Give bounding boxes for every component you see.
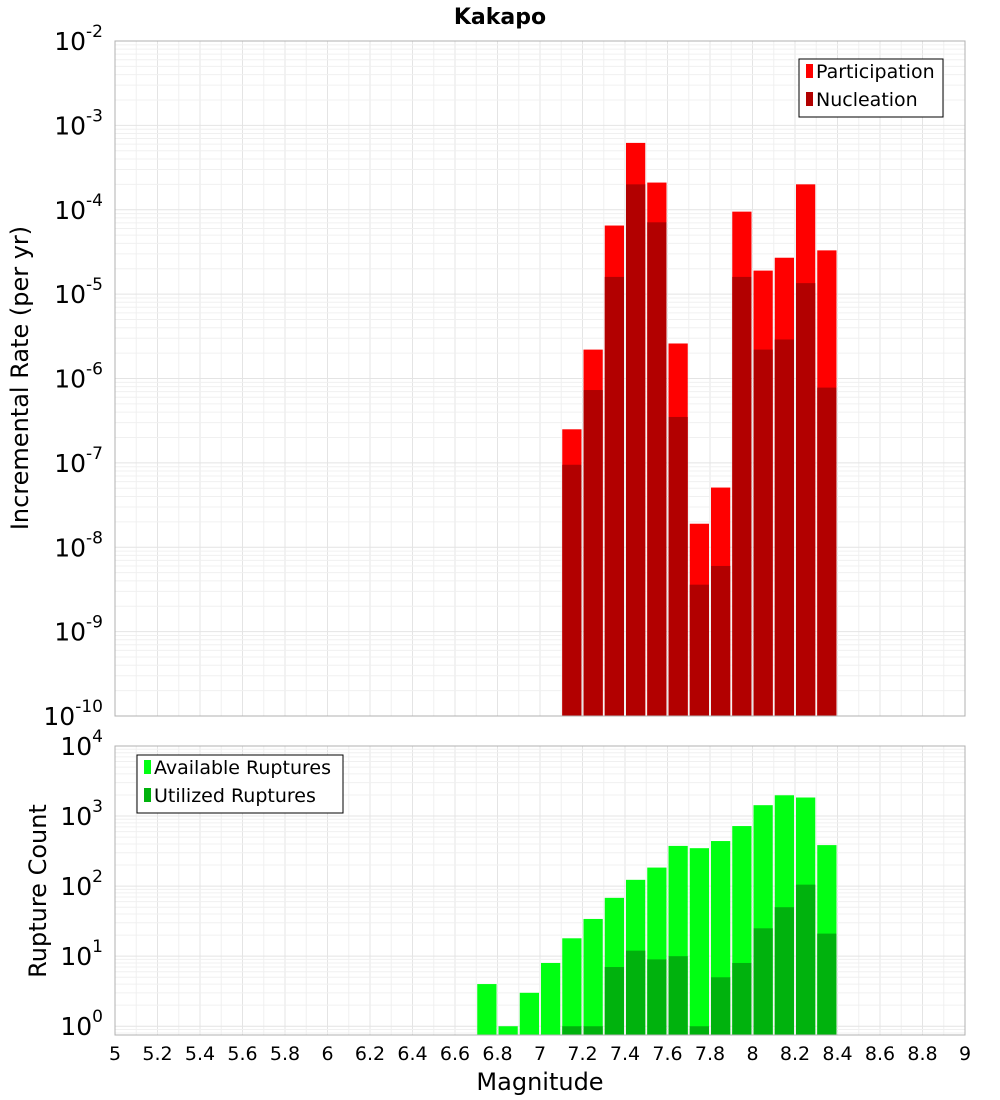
top-bar-nucleation [583,390,603,716]
top-legend-swatch [806,92,813,106]
top-bar-nucleation [753,349,773,716]
bottom-bar-utilized-ruptures [604,967,624,1035]
bottom-bar-utilized-ruptures [562,1026,582,1035]
x-axis-ticks: 5 5.2 5.4 5.6 5.8 6 6.2 6.4 6.6 6.8 7 7.2 7.4 7.6 7.8 8… [109,1043,971,1065]
x-tick-label: 7.8 [695,1043,725,1065]
top-y-tick-label: 10-10 [43,697,103,731]
x-tick-label: 7.6 [652,1043,682,1065]
top-y-tick-label: 10-8 [54,528,103,562]
top-bar-nucleation [796,283,816,716]
bottom-legend-swatch [144,788,151,802]
bottom-bar-available-ruptures [689,848,709,1035]
top-bar-nucleation [604,276,624,716]
x-tick-label: 6.2 [355,1043,385,1065]
top-y-tick-label: 10-2 [54,22,103,56]
top-bar-nucleation [711,565,731,716]
x-tick-label: 7.4 [610,1043,640,1065]
bottom-bar-utilized-ruptures [774,907,794,1035]
bottom-y-tick-label: 102 [60,867,103,901]
top-plot-grid [114,40,966,717]
bottom-bar-available-ruptures [562,938,582,1035]
x-axis-label: Magnitude [476,1068,603,1096]
top-y-tick-label: 10-4 [54,191,103,225]
top-legend-swatch [806,64,813,78]
x-tick-label: 8 [746,1043,758,1065]
top-legend-box [798,58,944,118]
x-tick-label: 8.6 [865,1043,895,1065]
bottom-bar-utilized-ruptures [689,1026,709,1035]
bottom-bar-available-ruptures [477,984,497,1035]
top-y-tick-label: 10-5 [54,275,103,309]
bottom-bar-utilized-ruptures [647,959,667,1035]
x-tick-label: 5.2 [142,1043,172,1065]
bottom-legend: Available Ruptures Utilized Ruptures [136,754,344,814]
bottom-bar-available-ruptures [541,962,561,1035]
bottom-y-tick-label: 101 [60,937,103,971]
x-tick-label: 5.6 [227,1043,257,1065]
bottom-y-tick-label: 100 [60,1007,103,1041]
bottom-legend-label: Available Ruptures [154,757,331,779]
top-plot-bars [562,142,837,717]
x-tick-label: 6.8 [482,1043,512,1065]
bottom-bar-utilized-ruptures [583,1026,603,1035]
top-legend-label: Nucleation [816,89,918,111]
top-plot-frame [114,40,966,717]
chart-title: Kakapo [454,5,546,30]
bottom-bar-utilized-ruptures [626,950,646,1035]
top-bar-nucleation [647,222,667,716]
top-y-tick-label: 10-6 [54,360,103,394]
top-bar-nucleation [689,584,709,716]
x-tick-label: 7.2 [567,1043,597,1065]
bottom-bar-available-ruptures [519,992,539,1035]
bottom-bar-available-ruptures [498,1026,518,1035]
x-tick-label: 5.8 [270,1043,300,1065]
bottom-y-axis-ticks: 100 101 102 103 104 [60,727,103,1041]
top-bar-nucleation [817,387,837,716]
top-y-axis-ticks: 10-10 10-9 10-8 10-7 10-6 10-5 10-4 10-3 10-2 [43,22,103,731]
bottom-y-axis-label: Rupture Count [24,804,52,978]
top-bar-nucleation [774,339,794,716]
bottom-plot-frame [114,745,966,1036]
bottom-bar-utilized-ruptures [668,956,688,1035]
top-y-tick-label: 10-3 [54,106,103,140]
x-tick-label: 7 [534,1043,546,1065]
bottom-bar-utilized-ruptures [732,962,752,1035]
bottom-legend-swatch [144,760,151,774]
bottom-legend-label: Utilized Ruptures [154,785,316,807]
top-bar-nucleation [732,276,752,716]
top-legend: Participation Nucleation [798,58,944,118]
x-tick-label: 8.8 [907,1043,937,1065]
x-tick-label: 9 [959,1043,971,1065]
bottom-bar-utilized-ruptures [753,928,773,1035]
x-tick-label: 8.2 [780,1043,810,1065]
bottom-bar-available-ruptures [583,918,603,1035]
bottom-bar-utilized-ruptures [817,933,837,1035]
x-tick-label: 6.4 [397,1043,427,1065]
top-y-axis-label: Incremental Rate (per yr) [6,226,34,530]
x-tick-label: 5 [109,1043,121,1065]
top-bar-nucleation [562,464,582,716]
x-tick-label: 5.4 [185,1043,215,1065]
top-legend-label: Participation [816,61,935,83]
top-bar-nucleation [626,184,646,717]
bottom-bar-utilized-ruptures [796,884,816,1035]
x-tick-label: 6.6 [440,1043,470,1065]
bottom-y-tick-label: 104 [60,727,103,761]
x-tick-label: 6 [321,1043,333,1065]
x-tick-label: 8.4 [822,1043,852,1065]
bottom-legend-box [136,754,344,814]
bottom-y-tick-label: 103 [60,797,103,831]
bottom-plot-bars [477,795,837,1035]
top-y-tick-label: 10-9 [54,613,103,647]
top-y-tick-label: 10-7 [54,444,103,478]
top-bar-nucleation [668,416,688,716]
bottom-bar-utilized-ruptures [711,977,731,1035]
